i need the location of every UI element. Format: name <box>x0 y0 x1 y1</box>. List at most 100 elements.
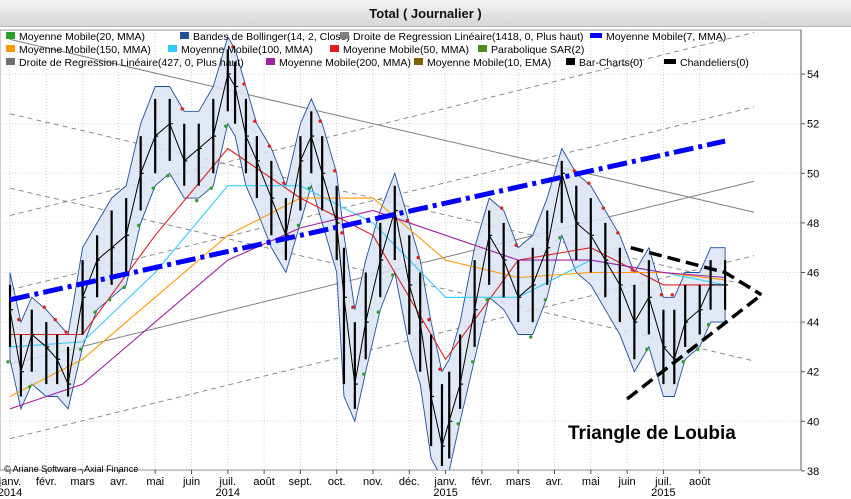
x-tick-label: nov. <box>363 476 383 488</box>
regression-line <box>9 106 755 291</box>
x-tick-year: 2014 <box>0 487 22 499</box>
legend: Moyenne Mobile(20, MMA) Bandes de Bolling… <box>6 31 749 69</box>
sar-dot <box>558 236 562 240</box>
x-tick-label: oct. <box>328 476 346 488</box>
sar-dot <box>670 293 674 297</box>
sar-dot <box>195 198 199 203</box>
legend-label: Moyenne Mobile(7, MMA) <box>606 31 726 43</box>
x-tick-label: avr. <box>546 476 564 488</box>
y-tick-label: 46 <box>807 268 819 280</box>
chart-title: Total ( Journalier ) <box>369 6 482 21</box>
regression-line <box>9 255 755 440</box>
sar-dot <box>318 119 322 123</box>
x-tick-label: mai <box>582 476 600 488</box>
sar-dot <box>362 372 366 376</box>
legend-swatch <box>340 32 349 39</box>
price-close-line <box>9 72 726 447</box>
moving-average-line <box>10 147 726 361</box>
sar-dot <box>438 367 442 371</box>
legend-label: Moyenne Mobile(50, MMA) <box>343 44 469 56</box>
sar-dot <box>28 384 32 389</box>
price-bars <box>6 45 729 466</box>
legend-label: Droite de Regression Linéaire(427, 0, Pl… <box>19 57 244 69</box>
sar-dot <box>645 347 649 352</box>
title-bar: Total ( Journalier ) <box>0 0 851 27</box>
x-tick-label: juin <box>618 476 636 488</box>
legend-label: Moyenne Mobile(20, MMA) <box>19 31 145 43</box>
sar-dot <box>601 206 606 210</box>
legend-label: Moyenne Mobile(10, EMA) <box>427 57 551 69</box>
legend-swatch <box>266 58 275 65</box>
sar-dot <box>122 285 126 290</box>
legend-label: Moyenne Mobile(200, MMA) <box>279 57 411 69</box>
legend-swatch <box>664 59 676 64</box>
regression-line <box>9 113 755 288</box>
sar-dot <box>231 45 235 49</box>
x-tick-label: févr. <box>472 476 493 488</box>
legend-label: Bar-Charts(0) <box>579 57 643 69</box>
legend-swatch <box>6 32 15 39</box>
legend-swatch <box>330 45 339 52</box>
sar-dot <box>53 317 57 322</box>
moving-averages <box>9 147 726 410</box>
sar-dot <box>470 360 475 364</box>
sar-dot <box>681 360 685 364</box>
sar-dot <box>242 82 246 86</box>
y-tick-label: 42 <box>807 367 819 379</box>
x-tick-year: 2015 <box>433 487 457 499</box>
legend-label: Parabolique SAR(2) <box>491 44 584 56</box>
sar-dot <box>296 223 301 228</box>
y-tick-label: 38 <box>807 466 819 478</box>
sar-dot <box>616 231 620 235</box>
sar-dot <box>166 174 170 178</box>
sar-dot <box>499 206 504 210</box>
trend-line <box>9 138 726 303</box>
sar-dot <box>416 255 420 260</box>
moving-average-line <box>9 197 726 397</box>
legend-label: Moyenne Mobile(150, MMA) <box>19 44 151 56</box>
legend-swatch <box>590 33 602 38</box>
sar-dot <box>93 310 97 314</box>
legend-label: Droite de Regression Linéaire(1418, 0, P… <box>353 31 584 43</box>
sar-dot <box>136 223 141 228</box>
sar-dot <box>529 335 533 339</box>
sar-dot <box>587 181 591 185</box>
legend-label: Chandeliers(0) <box>680 57 749 69</box>
legend-label: Bandes de Bollinger(14, 2, Close) <box>193 31 350 43</box>
annotation-triangle-label: Triangle de Loubia <box>568 423 736 444</box>
copyright-text: © Ariane Software - Axial Finance <box>4 464 138 474</box>
regression-channels <box>9 31 755 470</box>
legend-swatch <box>414 58 423 65</box>
y-tick-label: 52 <box>807 119 819 131</box>
x-tick-label: janv. <box>433 476 456 488</box>
sar-dot <box>696 347 700 352</box>
y-axis: 38 40 42 44 46 48 50 52 54 <box>800 30 819 478</box>
y-tick-label: 50 <box>807 168 819 180</box>
legend-swatch <box>478 45 487 52</box>
x-tick-year: 2014 <box>216 487 240 499</box>
sar-dot <box>659 293 664 297</box>
sar-dot <box>209 186 213 190</box>
sar-dot <box>706 322 711 327</box>
y-tick-label: 54 <box>807 69 819 81</box>
y-tick-label: 40 <box>807 416 819 428</box>
sar-dot <box>6 360 10 364</box>
sar-dot <box>543 298 547 302</box>
legend-swatch <box>6 58 15 65</box>
sar-dot <box>224 124 228 128</box>
x-tick-label: juin <box>182 476 200 488</box>
sar-dot <box>17 317 21 322</box>
y-tick-label: 44 <box>807 317 819 329</box>
sar-dot <box>307 186 311 190</box>
x-tick-label: juil. <box>219 476 237 488</box>
sar-dot <box>333 169 337 173</box>
x-tick-label: mai <box>146 476 164 488</box>
sar-dot <box>267 144 272 148</box>
legend-swatch <box>6 45 15 52</box>
trend-line <box>626 293 763 401</box>
sar-dot <box>514 243 518 247</box>
sar-dot <box>180 107 184 111</box>
sar-dot <box>253 119 257 123</box>
